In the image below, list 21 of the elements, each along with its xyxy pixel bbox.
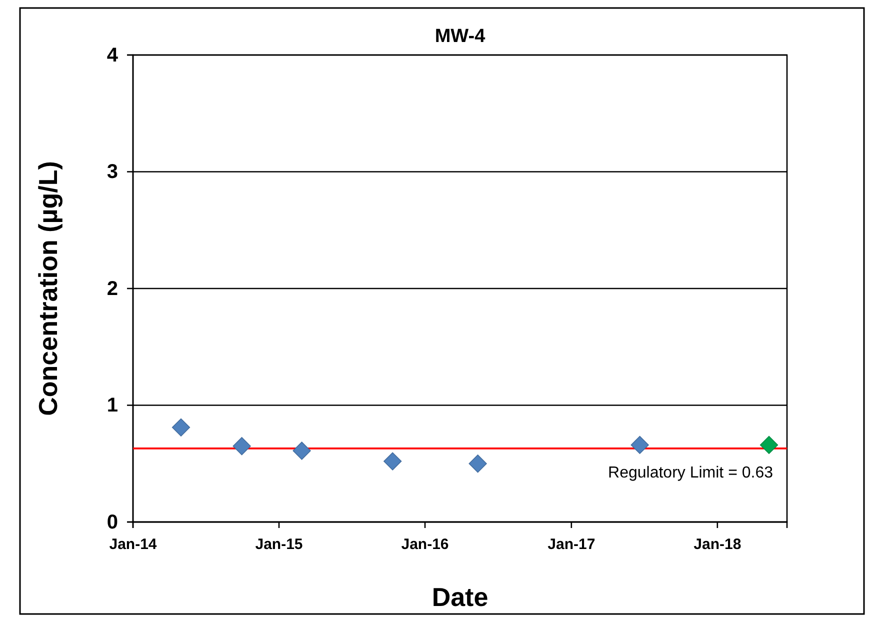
y-tick-label: 1: [106, 394, 118, 417]
point: [468, 454, 487, 473]
x-tick-label: Jan-17: [548, 536, 596, 553]
point: [760, 436, 778, 454]
x-tick-label: Jan-16: [401, 536, 449, 553]
point: [232, 437, 251, 456]
y-axis-title: Concentration (µg/L): [33, 161, 63, 416]
ref-line-label: Regulatory Limit = 0.63: [608, 464, 774, 482]
y-tick-label: 3: [106, 161, 118, 184]
point: [172, 418, 190, 436]
x-tick-label: Jan-14: [109, 536, 158, 553]
point: [630, 436, 649, 454]
chart-title: MW-4: [434, 26, 486, 47]
point: [292, 442, 311, 460]
y-tick-label: 0: [106, 511, 118, 534]
y-tick-label: 4: [106, 44, 119, 66]
x-tick-label: Jan-15: [255, 536, 303, 553]
y-tick-label: 2: [106, 278, 118, 300]
point: [384, 452, 402, 470]
x-tick-label: Jan-18: [694, 536, 742, 553]
x-axis-title: Date: [432, 582, 488, 612]
